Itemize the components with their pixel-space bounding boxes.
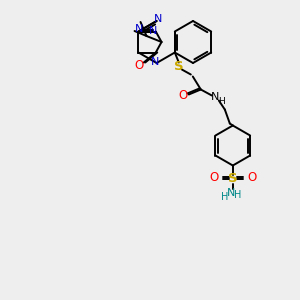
Text: N: N (226, 188, 235, 197)
Text: N: N (148, 26, 157, 35)
Text: N: N (211, 92, 219, 103)
Text: N: N (135, 23, 144, 34)
Text: S: S (174, 60, 184, 73)
Text: S: S (228, 172, 238, 185)
Text: O: O (209, 171, 218, 184)
Text: H: H (218, 97, 225, 106)
Text: N: N (153, 14, 162, 24)
Text: H: H (234, 190, 242, 200)
Text: O: O (247, 171, 256, 184)
Text: N: N (150, 57, 159, 67)
Text: O: O (134, 59, 143, 72)
Text: O: O (178, 89, 188, 102)
Text: H: H (221, 191, 229, 202)
